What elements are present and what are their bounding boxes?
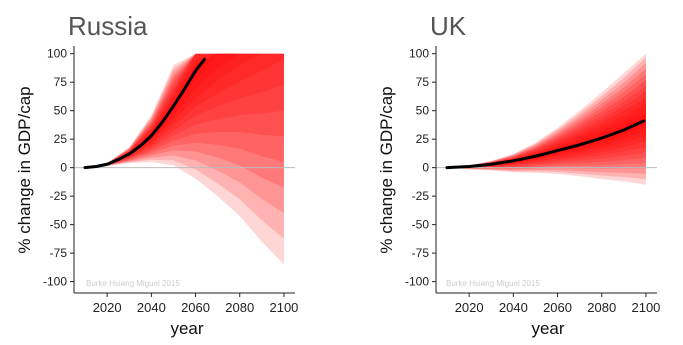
fan-band-6: [85, 53, 284, 168]
y-tick-label: 25: [416, 132, 430, 146]
y-axis-label: % change in GDP/cap: [377, 86, 396, 253]
fan-band-4: [447, 97, 646, 168]
x-tick-label: 2060: [543, 300, 572, 315]
fan-band-2: [447, 108, 646, 168]
fan-band-11: [85, 53, 284, 239]
y-tick-label: -75: [50, 246, 68, 260]
fan-band-12: [85, 53, 284, 265]
x-tick-label: 2020: [455, 300, 484, 315]
x-tick-label: 2060: [181, 300, 210, 315]
y-axis-label: % change in GDP/cap: [15, 86, 34, 253]
fan-band-5: [85, 53, 284, 168]
credit-text: Burke Hsiang Miguel 2015: [446, 279, 540, 288]
y-tick-label: -75: [412, 246, 430, 260]
fan-band-6: [447, 85, 646, 168]
y-tick-label: 0: [422, 161, 429, 175]
x-tick-label: 2080: [225, 300, 254, 315]
fan-band-9: [85, 53, 284, 188]
fan-band-12: [447, 53, 646, 185]
y-tick-label: 75: [54, 75, 68, 89]
x-tick-label: 2100: [631, 300, 660, 315]
plot-area: 100 75 50 25 0 -25 -50 -75 -100 2020 2040 2060 2080 2…: [405, 46, 660, 315]
x-tick-label: 2080: [587, 300, 616, 315]
chart-title: UK: [430, 11, 467, 41]
panel-russia: Russia % change in GDP/cap year Burke Hs…: [15, 11, 298, 338]
median-line: [83, 57, 206, 170]
y-tick-label: 100: [409, 47, 429, 61]
fan-band-10: [85, 53, 284, 214]
plot-area: 100 75 50 25 0 -25 -50 -75 -100 2020 2040 2060 2080 2…: [43, 46, 298, 315]
y-tick-label: -50: [50, 218, 68, 232]
chart-title: Russia: [68, 11, 148, 41]
fan-band-11: [447, 57, 646, 180]
panel-uk: UK % change in GDP/cap year Burke Hsiang…: [377, 11, 660, 338]
x-axis-label: year: [170, 319, 203, 338]
credit-text: Burke Hsiang Miguel 2015: [86, 279, 180, 288]
y-tick-label: 50: [416, 104, 430, 118]
fan-band-9: [447, 68, 646, 170]
x-tick-label: 2100: [269, 300, 298, 315]
fan-band-10: [447, 62, 646, 174]
y-tick-label: -50: [412, 218, 430, 232]
fan-band-7: [447, 80, 646, 169]
y-tick-label: -25: [50, 189, 68, 203]
fan-band-8: [85, 53, 284, 168]
y-tick-label: 50: [54, 104, 68, 118]
y-tick-label: -25: [412, 189, 430, 203]
fan-band-5: [447, 91, 646, 168]
y-tick-label: 25: [54, 132, 68, 146]
x-tick-label: 2040: [499, 300, 528, 315]
fan-band-7: [85, 53, 284, 168]
y-tick-label: -100: [405, 275, 429, 289]
y-tick-label: 100: [47, 47, 67, 61]
fan-band-4: [85, 53, 284, 168]
median-line: [445, 119, 646, 170]
y-tick-label: -100: [43, 275, 67, 289]
x-tick-label: 2020: [93, 300, 122, 315]
y-tick-label: 75: [416, 75, 430, 89]
y-tick-label: 0: [60, 161, 67, 175]
x-axis-label: year: [531, 319, 564, 338]
fan-band-8: [447, 74, 646, 169]
x-tick-label: 2040: [137, 300, 166, 315]
